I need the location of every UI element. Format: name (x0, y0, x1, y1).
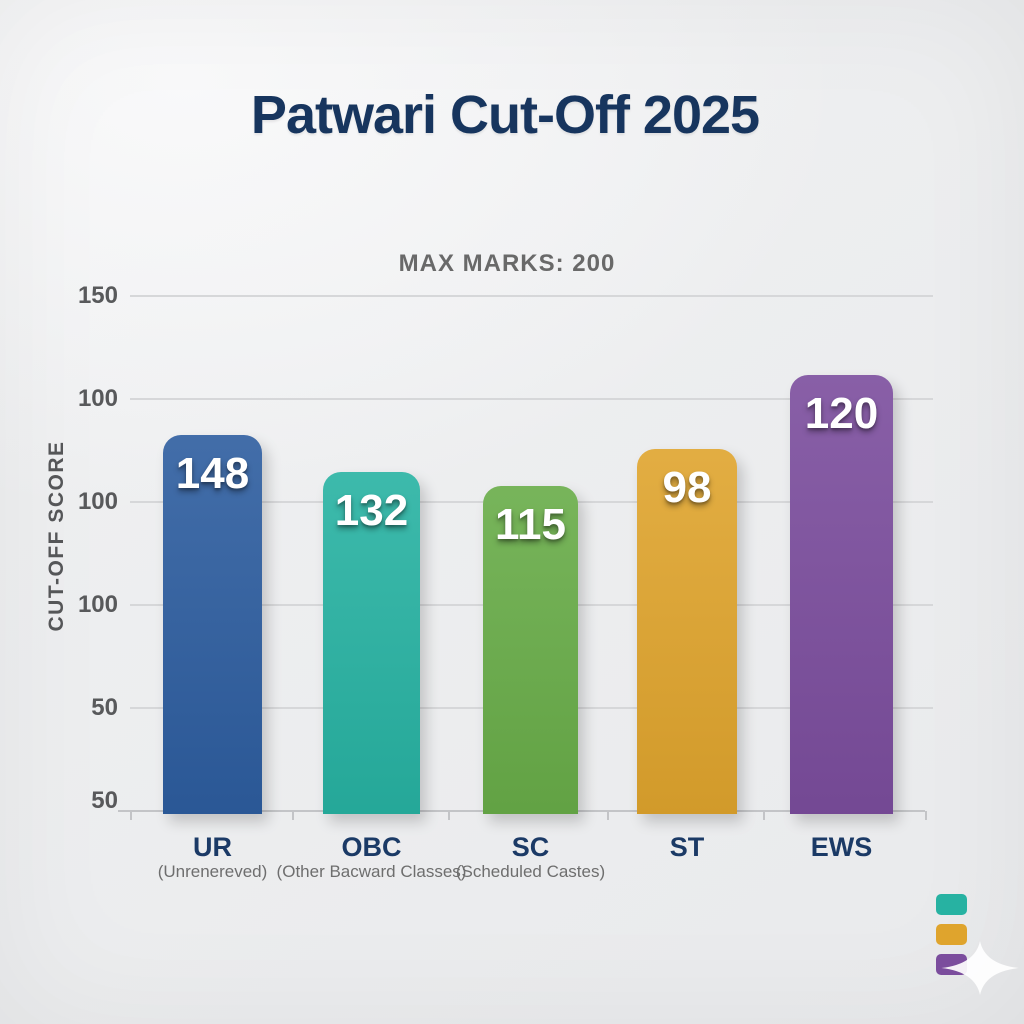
y-tick-label: 50 (91, 694, 118, 721)
category-label-obc: OBC (341, 832, 402, 862)
x-axis-tick (763, 811, 765, 820)
x-axis-tick (130, 811, 132, 820)
gridline (130, 295, 933, 297)
gridline (130, 398, 933, 400)
bar-st: 98 (637, 449, 737, 814)
teal-swatch (936, 894, 967, 915)
x-axis-tick (925, 811, 927, 820)
gold-swatch (936, 924, 967, 945)
sparkle-star-icon (941, 941, 1019, 995)
y-tick-label: 100 (77, 385, 118, 412)
bar-value-ews: 120 (804, 389, 879, 438)
bar-value-ur: 148 (175, 449, 250, 498)
bar-sc: 115 (483, 486, 578, 814)
y-tick-label: 100 (77, 591, 118, 618)
category-label-st: ST (669, 832, 705, 862)
bar-value-obc: 132 (334, 486, 409, 535)
bar-obc: 132 (323, 472, 420, 814)
bar-ur: 148 (163, 435, 262, 814)
category-sublabel-ur: (Unrenereved) (157, 862, 268, 881)
x-axis-tick (607, 811, 609, 820)
category-label-ews: EWS (810, 832, 873, 862)
y-tick-label: 50 (91, 787, 118, 814)
category-label-ur: UR (193, 832, 232, 862)
chart-subtitle: MAX MARKS: 200 (398, 250, 616, 277)
category-sublabel-sc: (Scheduled Castes) (455, 862, 606, 881)
bar-ews: 120 (790, 375, 893, 814)
chart-title: Patwari Cut-Off 2025 (250, 85, 760, 145)
x-axis-tick (292, 811, 294, 820)
bar-value-st: 98 (662, 463, 712, 512)
y-tick-label: 150 (77, 282, 118, 309)
y-tick-label: 100 (77, 488, 118, 515)
category-label-sc: SC (511, 832, 550, 862)
x-axis-tick (448, 811, 450, 820)
bar-value-sc: 115 (495, 500, 566, 549)
category-sublabel-obc: (Other Bacward Classes) (276, 862, 467, 881)
